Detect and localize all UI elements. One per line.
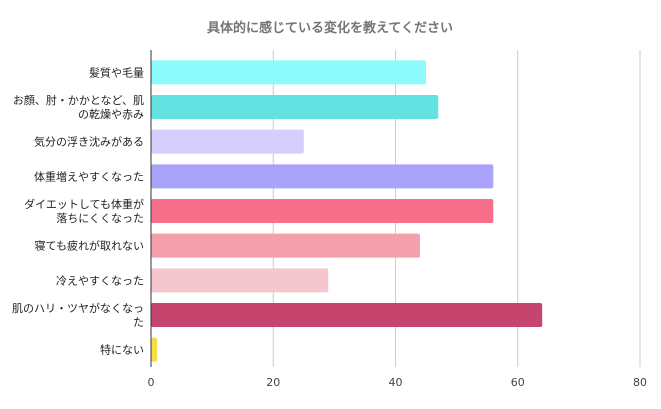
category-label-line: 肌のハリ・ツヤがなくなっ (12, 301, 144, 315)
x-tick-label: 20 (266, 376, 280, 389)
chart-title: 具体的に感じている変化を教えてください (207, 20, 453, 36)
category-label-line: 体重増えやすくなった (34, 169, 144, 183)
category-label-line: 特にない (100, 343, 144, 357)
bar (151, 164, 494, 189)
category-label-line: た (133, 316, 144, 329)
category-labels: 髪質や毛量お顔、肘・かかとなど、肌の乾燥や赤み気分の浮き沈みがある体重増えやすく… (12, 65, 144, 356)
category-label-line: 落ちにくくなった (56, 212, 144, 225)
category-label-line: お顔、肘・かかとなど、肌 (13, 93, 144, 107)
x-tick-label: 60 (511, 376, 525, 389)
category-label-line: の乾燥や赤み (78, 108, 144, 121)
bar (151, 337, 158, 362)
x-tick-label: 0 (148, 376, 155, 389)
category-label: ダイエットしても体重が落ちにくくなった (24, 197, 144, 225)
bar (151, 268, 329, 293)
category-label: 特にない (100, 343, 144, 357)
category-label: 肌のハリ・ツヤがなくなった (12, 301, 144, 329)
category-label-line: ダイエットしても体重が (24, 197, 144, 211)
x-tick-label: 40 (389, 376, 403, 389)
x-tick-label: 80 (633, 376, 647, 389)
category-label: 寝ても疲れが取れない (35, 239, 144, 253)
category-label: 冷えやすくなった (56, 274, 144, 287)
category-label-line: 気分の浮き沈みがある (34, 135, 144, 149)
category-label: 気分の浮き沈みがある (34, 135, 144, 149)
bar (151, 60, 427, 85)
x-axis-ticks: 0 20 40 60 80 (148, 376, 648, 389)
category-label: 髪質や毛量 (89, 65, 144, 79)
category-label: お顔、肘・かかとなど、肌の乾燥や赤み (13, 93, 144, 121)
bars (151, 60, 543, 362)
category-label-line: 冷えやすくなった (56, 274, 144, 287)
bar (151, 233, 420, 258)
category-label-line: 髪質や毛量 (89, 65, 144, 79)
bar (151, 199, 494, 223)
bar (151, 95, 439, 119)
bar (151, 129, 304, 154)
category-label: 体重増えやすくなった (34, 169, 144, 183)
bar (151, 303, 543, 327)
category-label-line: 寝ても疲れが取れない (35, 239, 144, 253)
